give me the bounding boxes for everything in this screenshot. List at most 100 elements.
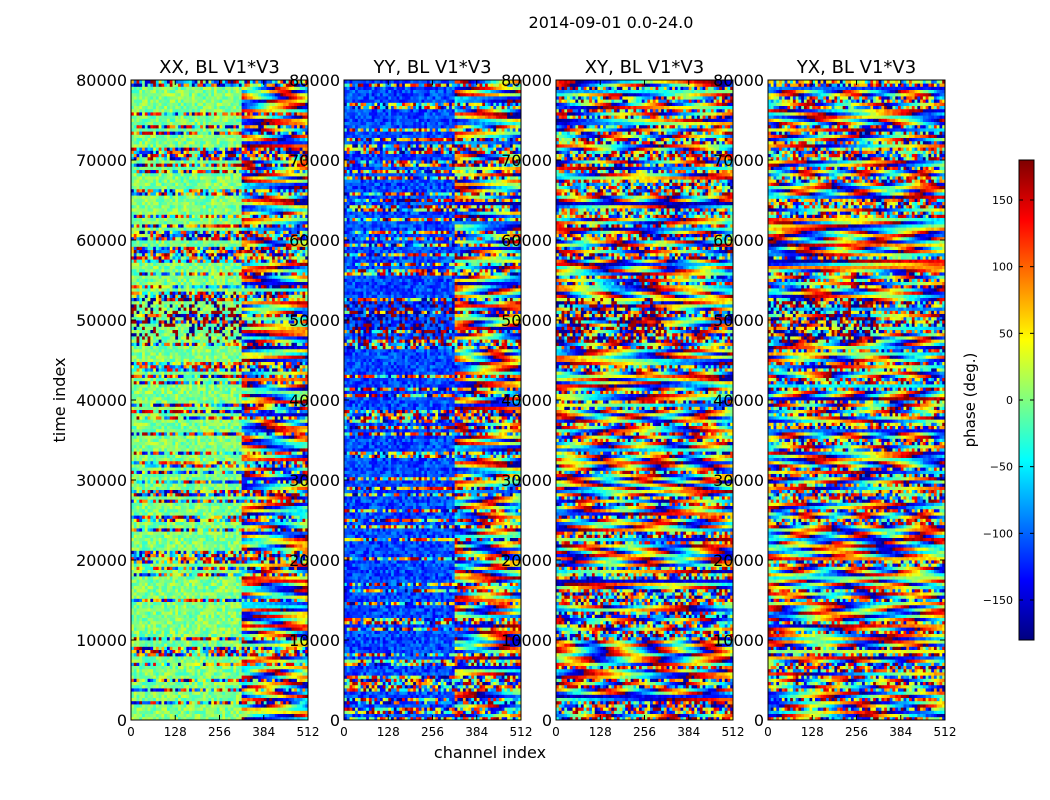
heatmap-cell [255,714,258,718]
heatmap-cell [197,694,200,698]
heatmap-cell [220,586,223,590]
heatmap-cell [164,666,167,670]
heatmap-cell [297,675,300,679]
heatmap-cell [297,669,300,673]
heatmap-cell [267,650,270,654]
heatmap-cell [159,694,162,698]
heatmap-cell [272,662,275,666]
heatmap-cell [184,646,187,650]
heatmap-cell [211,710,214,714]
heatmap-cell [267,634,270,638]
heatmap-cell [236,627,239,631]
heatmap-cell [175,646,178,650]
heatmap-cell [275,672,278,676]
heatmap-cell [214,627,217,631]
heatmap-cell [286,698,289,702]
heatmap-cell [302,618,305,622]
heatmap-cell [275,662,278,666]
heatmap-cell [192,602,195,606]
heatmap-cell [139,701,142,705]
heatmap-cell [184,707,187,711]
heatmap-cell [175,650,178,654]
heatmap-cell [145,640,148,644]
heatmap-cell [184,685,187,689]
heatmap-cell [206,630,209,634]
heatmap-cell [242,682,245,686]
heatmap-cell [261,608,264,612]
heatmap-cell [189,710,192,714]
heatmap-cell [175,698,178,702]
heatmap-cell [145,637,148,641]
heatmap-cell [181,650,184,654]
heatmap-cell [161,666,164,670]
heatmap-cell [217,643,220,647]
heatmap-cell [236,598,239,602]
heatmap-cell [195,672,198,676]
heatmap-cell [192,662,195,666]
heatmap-cell [283,646,286,650]
heatmap-cell [294,662,297,666]
heatmap-cell [159,688,162,692]
heatmap-cell [134,662,137,666]
heatmap-cell [231,704,234,708]
heatmap-cell [242,602,245,606]
heatmap-cell [214,650,217,654]
heatmap-cell [145,646,148,650]
heatmap-cell [192,650,195,654]
heatmap-cell [214,586,217,590]
heatmap-cell [217,707,220,711]
heatmap-cell [269,608,272,612]
heatmap-cell [189,662,192,666]
heatmap-cell [286,688,289,692]
heatmap-cell [272,659,275,663]
heatmap-cell [275,618,278,622]
heatmap-cell [250,598,253,602]
heatmap-cell [170,688,173,692]
heatmap-cell [275,643,278,647]
heatmap-cell [247,595,250,599]
heatmap-cell [181,698,184,702]
heatmap-cell [170,630,173,634]
heatmap-cell [294,595,297,599]
heatmap-cell [250,650,253,654]
heatmap-cell [206,627,209,631]
heatmap-cell [258,704,261,708]
heatmap-cell [217,592,220,596]
heatmap-cell [150,701,153,705]
heatmap-cell [236,637,239,641]
heatmap-cell [275,602,278,606]
heatmap-cell [220,589,223,593]
heatmap-cell [192,605,195,609]
heatmap-cell [172,662,175,666]
heatmap-cell [236,675,239,679]
heatmap-cell [203,656,206,660]
heatmap-cell [161,650,164,654]
heatmap-cell [261,675,264,679]
heatmap-cell [181,653,184,657]
heatmap-cell [302,653,305,657]
heatmap-cell [178,602,181,606]
heatmap-cell [242,685,245,689]
heatmap-cell [280,592,283,596]
heatmap-cell [178,598,181,602]
heatmap-cell [195,582,198,586]
heatmap-cell [255,621,258,625]
heatmap-cell [137,662,140,666]
heatmap-cell [242,675,245,679]
heatmap-cell [236,614,239,618]
heatmap-cell [203,640,206,644]
heatmap-cell [222,659,225,663]
heatmap-cell [139,714,142,718]
heatmap-cell [289,704,292,708]
heatmap-cell [189,688,192,692]
heatmap-cell [137,618,140,622]
heatmap-cell [181,704,184,708]
heatmap-cell [197,637,200,641]
heatmap-cell [253,650,256,654]
heatmap-cell [164,656,167,660]
heatmap-cell [278,595,281,599]
heatmap-cell [203,608,206,612]
heatmap-cell [208,672,211,676]
heatmap-cell [291,701,294,705]
heatmap-cell [264,608,267,612]
